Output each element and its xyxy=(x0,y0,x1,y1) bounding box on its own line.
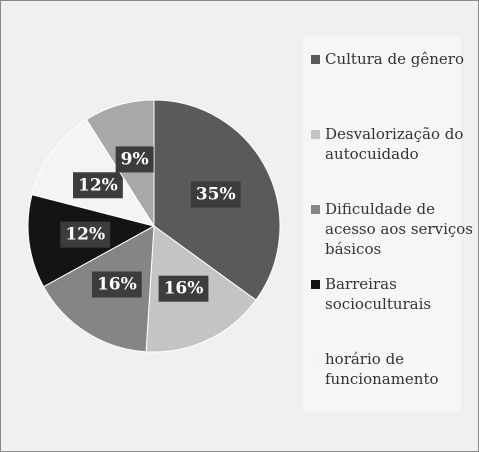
data-label-box xyxy=(73,172,123,199)
legend-swatch xyxy=(311,130,320,139)
data-label-box xyxy=(115,146,154,173)
data-label-box xyxy=(91,271,142,298)
data-label: 12% xyxy=(60,221,111,248)
data-label: 12% xyxy=(73,172,123,199)
legend-label: Cultura de gênero xyxy=(325,50,464,68)
data-label: 35% xyxy=(190,181,241,208)
data-label: 9% xyxy=(115,146,154,173)
data-label-box xyxy=(60,221,111,248)
data-label: 16% xyxy=(158,275,209,302)
legend-swatch xyxy=(311,205,320,214)
data-label-text: 12% xyxy=(65,225,105,245)
legend-item: Cultura de gênero xyxy=(311,49,473,69)
legend-item: Barreiras socioculturais xyxy=(311,274,473,314)
legend: Cultura de gênero Desvalorização do autoc… xyxy=(303,37,473,411)
legend-swatch xyxy=(311,355,320,364)
legend-swatch xyxy=(311,55,320,64)
legend-item: horário de funcionamento xyxy=(311,349,473,389)
data-label-text: 16% xyxy=(97,275,137,295)
data-label-text: 35% xyxy=(196,185,236,205)
legend-label: Dificuldade de acesso aos serviços básic… xyxy=(325,200,474,258)
data-label-box xyxy=(158,275,209,302)
legend-label: horário de funcionamento xyxy=(325,350,439,388)
data-label-text: 12% xyxy=(78,175,118,195)
legend-swatch xyxy=(311,280,320,289)
data-label-text: 16% xyxy=(164,279,204,299)
data-label-text: 9% xyxy=(121,149,149,169)
legend-label: Barreiras socioculturais xyxy=(325,275,432,313)
legend-item: Dificuldade de acesso aos serviços básic… xyxy=(311,199,473,259)
legend-label: Desvalorização do autocuidado xyxy=(325,125,464,163)
legend-item: Desvalorização do autocuidado xyxy=(311,124,473,164)
data-label-box xyxy=(190,181,241,208)
data-label: 16% xyxy=(91,271,142,298)
